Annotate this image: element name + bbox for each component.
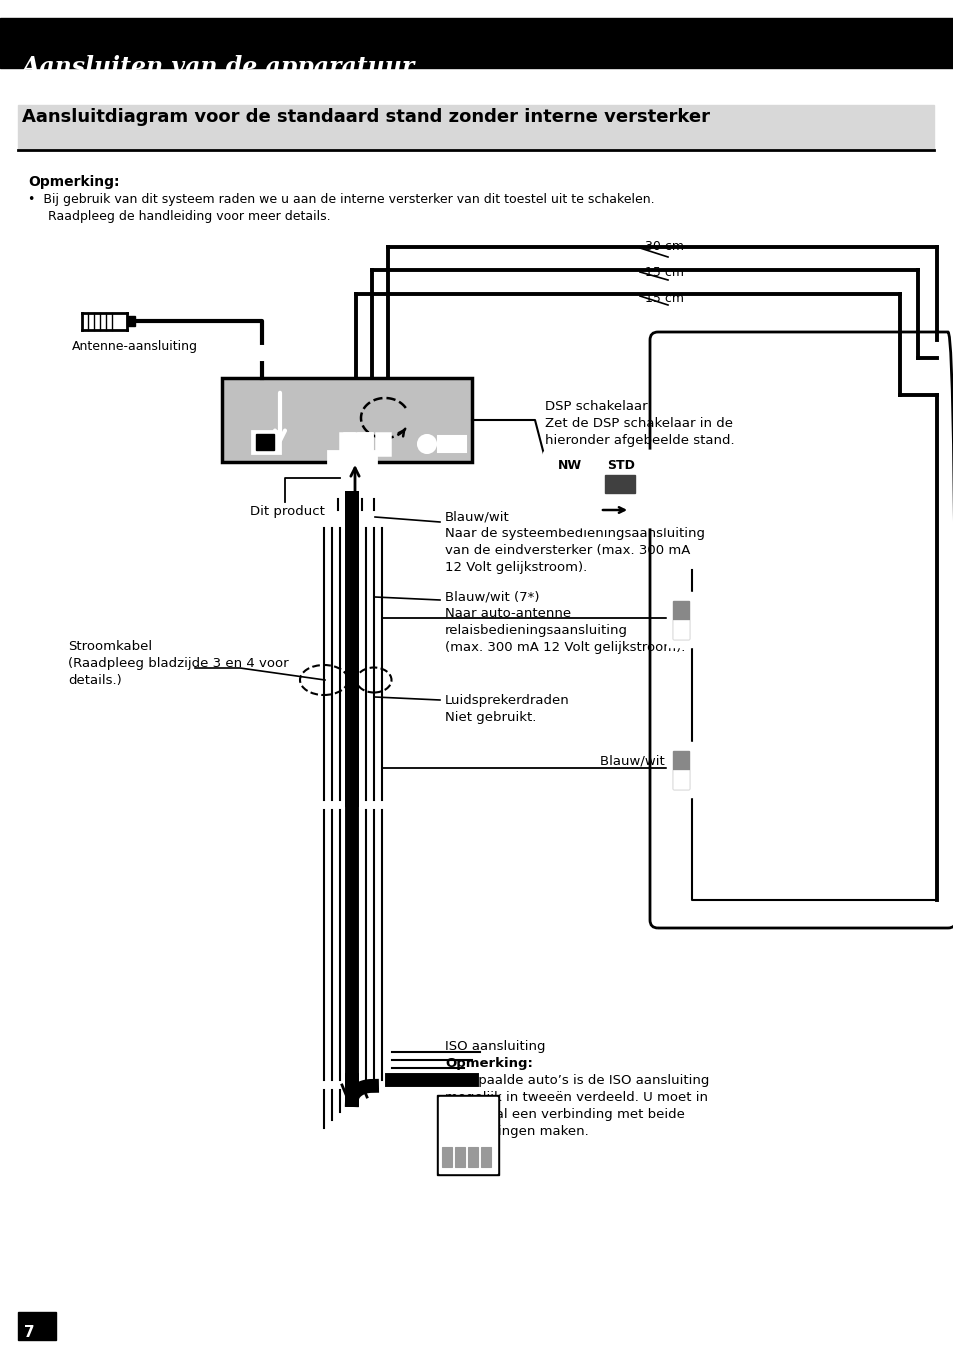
FancyBboxPatch shape [543,451,666,527]
Text: Naar de systeembedieningsaansluiting: Naar de systeembedieningsaansluiting [444,527,704,541]
Bar [222,378,472,462]
Text: aansluitingen maken.: aansluitingen maken. [444,1125,588,1138]
FancyBboxPatch shape [667,743,693,797]
Text: Aansluiten van de apparatuur: Aansluiten van de apparatuur [22,56,415,79]
Text: Niet gebruikt.: Niet gebruikt. [444,711,536,724]
Bar [672,751,688,789]
Bar [468,1146,477,1167]
Bar [222,378,472,462]
Text: (Raadpleeg bladzijde 3 en 4 voor: (Raadpleeg bladzijde 3 en 4 voor [68,657,289,669]
Bar [441,1146,452,1167]
Bar [480,1146,491,1167]
Text: ISO aansluiting: ISO aansluiting [444,1041,545,1053]
Bar [455,1146,464,1167]
Bar [672,621,688,640]
Text: Stroomkabel: Stroomkabel [68,640,152,653]
Text: details.): details.) [68,673,122,687]
Bar [18,1312,56,1340]
Text: Zet de DSP schakelaar in de: Zet de DSP schakelaar in de [544,417,732,430]
Text: Dit product: Dit product [250,505,325,518]
Bar [82,312,127,331]
Bar [255,434,274,450]
Bar [672,602,688,640]
Circle shape [417,435,436,453]
Text: In bepaalde auto’s is de ISO aansluiting: In bepaalde auto’s is de ISO aansluiting [444,1075,709,1087]
Text: dat geval een verbinding met beide: dat geval een verbinding met beide [444,1108,684,1121]
Bar [339,434,354,455]
Text: Naar auto-antenne: Naar auto-antenne [444,607,571,621]
Text: Blauw/wit (6*): Blauw/wit (6*) [599,755,694,768]
Text: NW: NW [558,459,581,472]
Text: Blauw/wit: Blauw/wit [444,509,509,523]
Bar [555,476,652,495]
Text: Antenne-aansluiting: Antenne-aansluiting [71,340,198,354]
Bar [604,476,635,493]
FancyBboxPatch shape [667,593,693,646]
Bar [436,1095,498,1175]
Text: mogelijk in tweeën verdeeld. U moet in: mogelijk in tweeën verdeeld. U moet in [444,1091,707,1104]
Text: Raadpleeg de handleiding voor meer details.: Raadpleeg de handleiding voor meer detai… [28,210,331,224]
Bar [672,770,688,789]
Text: 15 cm: 15 cm [644,266,683,279]
Bar [375,434,390,455]
Text: 12 Volt gelijkstroom).: 12 Volt gelijkstroom). [444,561,587,575]
Text: (max. 300 mA 12 Volt gelijkstroom).: (max. 300 mA 12 Volt gelijkstroom). [444,641,684,654]
Text: •  Bij gebruik van dit systeem raden we u aan de interne versterker van dit toes: • Bij gebruik van dit systeem raden we u… [28,192,654,206]
Text: 30 cm: 30 cm [644,240,683,253]
Text: Aansluitdiagram voor de standaard stand zonder interne versterker: Aansluitdiagram voor de standaard stand … [22,108,709,126]
Text: STD: STD [606,459,634,472]
Text: Opmerking:: Opmerking: [28,175,119,188]
Bar [0,18,953,68]
Bar [254,346,271,360]
Text: 15 cm: 15 cm [644,291,683,305]
Bar [438,1098,497,1173]
Bar [357,434,372,455]
Bar [18,104,933,148]
Bar [127,316,135,327]
Text: relaisbedieningsaansluiting: relaisbedieningsaansluiting [444,625,627,637]
Text: Blauw/wit (7*): Blauw/wit (7*) [444,589,539,603]
Text: Luidsprekerdraden: Luidsprekerdraden [444,694,569,707]
Bar [453,436,465,453]
Text: van de eindversterker (max. 300 mA: van de eindversterker (max. 300 mA [444,543,690,557]
Text: Opmerking:: Opmerking: [444,1057,533,1070]
Bar [437,436,451,453]
Text: DSP schakelaar: DSP schakelaar [544,400,647,413]
Bar [252,431,280,453]
Text: 7: 7 [24,1325,34,1340]
Text: hieronder afgebeelde stand.: hieronder afgebeelde stand. [544,434,734,447]
Bar [344,434,372,455]
Bar [328,451,375,476]
